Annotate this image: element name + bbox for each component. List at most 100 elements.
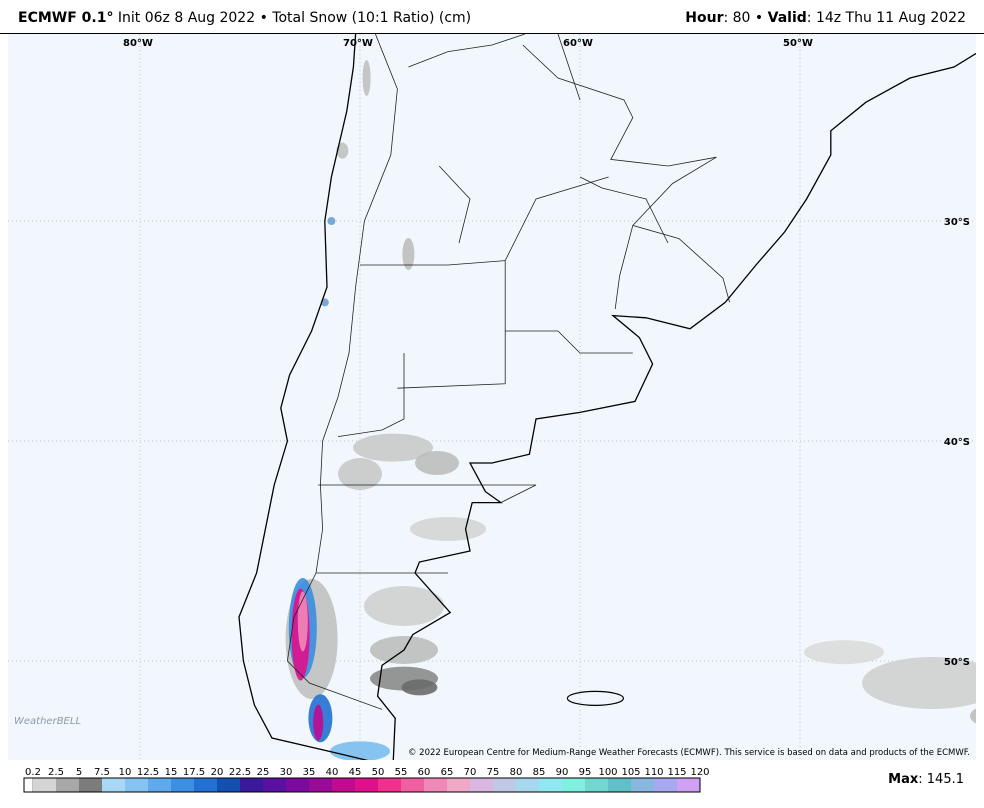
legend-label: 5: [76, 767, 82, 778]
snow-area: [362, 60, 371, 96]
legend-label: 105: [621, 767, 640, 778]
map: 80°W 70°W 60°W 50°W 30°S 40°S 50°S WeatherBELL ©…: [8, 34, 976, 760]
color-cell: [539, 778, 562, 792]
legend-label: 20: [211, 767, 224, 778]
color-cell: [470, 778, 493, 792]
color-cell: [493, 778, 516, 792]
color-cell: [79, 778, 102, 792]
credit: © 2022 European Centre for Medium-Range …: [408, 748, 970, 758]
legend-label: 65: [441, 767, 454, 778]
border: [360, 260, 506, 266]
separator: •: [259, 10, 268, 26]
hour: : 80: [723, 10, 751, 26]
border: [505, 330, 633, 354]
color-cell: [263, 778, 286, 792]
legend-label: 7.5: [94, 767, 110, 778]
color-cell: [286, 778, 309, 792]
color-bar-frame: [23, 777, 701, 793]
valid: : 14z Thu 11 Aug 2022: [806, 10, 966, 26]
longitude-label: 60°W: [563, 38, 593, 49]
header-left: ECMWF 0.1° Init 06z 8 Aug 2022 • Total S…: [18, 10, 471, 26]
border: [286, 34, 398, 710]
latitude-label: 30°S: [944, 217, 970, 228]
snow-area: [338, 458, 382, 490]
color-cell: [608, 778, 631, 792]
snow-area: [353, 433, 433, 462]
legend-label: 60: [418, 767, 431, 778]
color-cell: [125, 778, 148, 792]
legend-label: 115: [667, 767, 686, 778]
color-bar: 0.2 2.5 5 7.5 10 12.5 15 17.5 20 22.5 25 30 35 40 45 50…: [23, 767, 710, 793]
header-right: Hour: 80 • Valid: 14z Thu 11 Aug 2022: [685, 10, 966, 26]
color-cell: [148, 778, 171, 792]
border: [318, 484, 537, 503]
hour-label: Hour: [685, 10, 724, 26]
color-cell: [332, 778, 355, 792]
snow-area: [336, 142, 349, 159]
model: ECMWF 0.1°: [18, 10, 114, 26]
border: [522, 44, 717, 310]
legend-label: 95: [579, 767, 592, 778]
snow-area: [410, 517, 486, 541]
separator: •: [754, 10, 764, 26]
latitude-label: 50°S: [944, 657, 970, 668]
snow-area: [364, 586, 444, 626]
legend-label: 0.2: [25, 767, 41, 778]
border: [438, 165, 471, 244]
border: [557, 34, 581, 101]
legend-label: 70: [464, 767, 477, 778]
border: [397, 176, 609, 389]
snow-area: [401, 679, 438, 696]
border: [337, 353, 405, 437]
longitude-label: 70°W: [343, 38, 373, 49]
legend-label: 12.5: [137, 767, 159, 778]
legend-label: 75: [487, 767, 500, 778]
max-value: : 145.1: [918, 772, 964, 787]
longitude-label: 50°W: [783, 38, 813, 49]
legend-label: 90: [556, 767, 569, 778]
legend-label: 35: [303, 767, 316, 778]
max: Max: 145.1: [888, 772, 964, 787]
legend-label: 30: [280, 767, 293, 778]
product: Total Snow (10:1 Ratio) (cm): [272, 10, 472, 26]
color-cell: [562, 778, 585, 792]
color-cell: [378, 778, 401, 792]
border: [408, 34, 526, 68]
color-cell: [102, 778, 125, 792]
legend-label: 17.5: [183, 767, 205, 778]
latitude-label: 40°S: [944, 437, 970, 448]
longitude-label: 80°W: [123, 38, 153, 49]
color-cell: [424, 778, 447, 792]
header: ECMWF 0.1° Init 06z 8 Aug 2022 • Total S…: [0, 0, 984, 34]
legend-label: 110: [644, 767, 663, 778]
border: [579, 176, 669, 244]
legend-label: 100: [598, 767, 617, 778]
legend-label: 15: [165, 767, 178, 778]
color-cell: [56, 778, 79, 792]
color-cell: [585, 778, 608, 792]
snow-area: [402, 238, 415, 270]
snow-area: [327, 217, 336, 225]
legend-label: 10: [119, 767, 132, 778]
color-cell: [33, 778, 56, 792]
color-cell: [654, 778, 677, 792]
legend-label: 25: [257, 767, 270, 778]
snow-area: [415, 451, 459, 475]
legend-label: 80: [510, 767, 523, 778]
color-cell: [447, 778, 470, 792]
valid-label: Valid: [767, 10, 807, 26]
coastline: [238, 34, 976, 760]
ocean: [8, 34, 976, 760]
snow-area: [804, 640, 884, 665]
color-cell: [309, 778, 332, 792]
max-label: Max: [888, 772, 919, 787]
color-cell: [677, 778, 700, 792]
legend-label: 45: [349, 767, 362, 778]
color-cell: [171, 778, 194, 792]
snow-area: [313, 704, 324, 741]
snow-area: [970, 708, 976, 724]
snow-area: [297, 591, 308, 652]
color-cell: [194, 778, 217, 792]
color-cell: [217, 778, 240, 792]
